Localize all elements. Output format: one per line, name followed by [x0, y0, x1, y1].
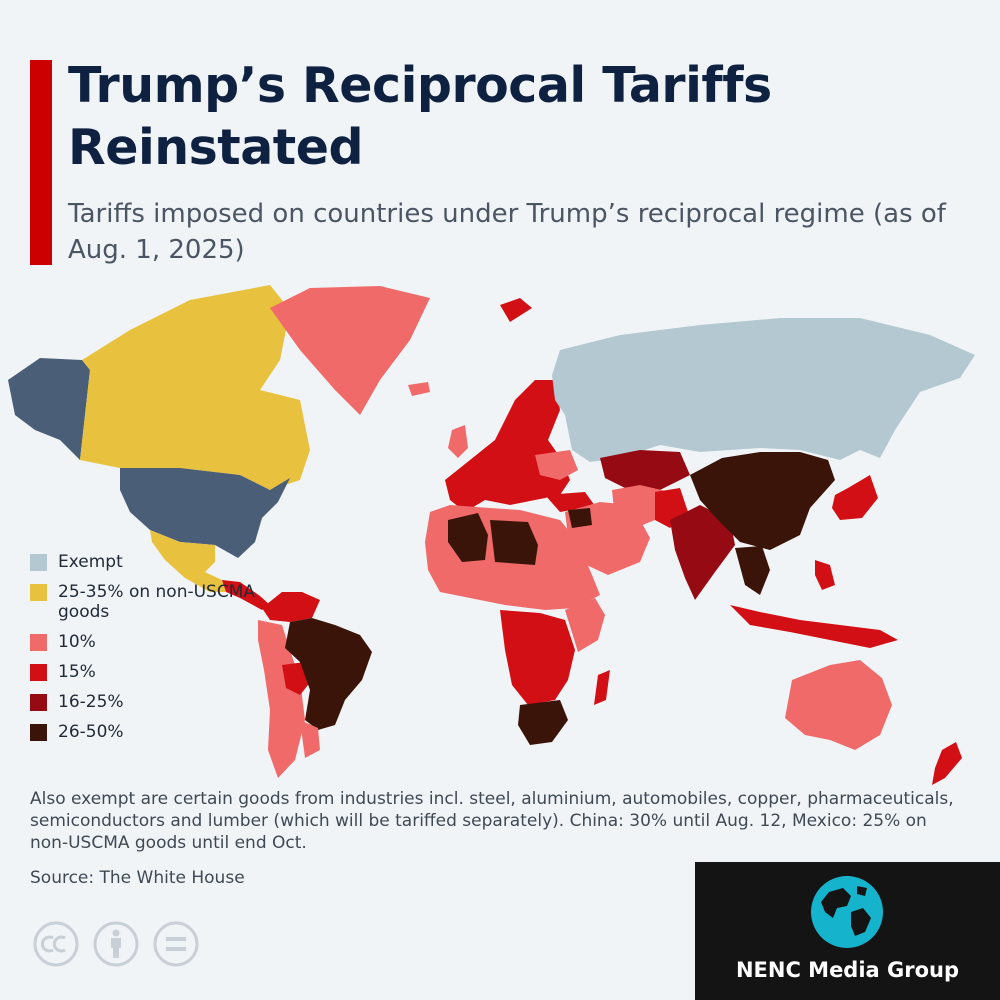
legend-swatch-10 — [30, 634, 47, 651]
license-icons — [32, 920, 202, 974]
region-syria — [568, 508, 592, 528]
region-philippines — [815, 560, 835, 590]
region-east-africa — [565, 598, 605, 652]
world-map — [8, 285, 975, 785]
legend-label: Exempt — [58, 552, 123, 572]
region-argentina — [300, 720, 320, 758]
attribution-icon — [93, 921, 139, 967]
region-australia — [785, 660, 892, 750]
region-china — [690, 452, 835, 550]
legend-swatch-exempt — [30, 554, 47, 571]
region-central-america — [222, 580, 270, 610]
region-ukraine — [535, 450, 578, 480]
region-libya — [490, 520, 538, 565]
region-southeast-asia — [735, 546, 770, 595]
region-uk — [448, 425, 468, 458]
region-india — [670, 505, 735, 600]
region-madagascar — [594, 670, 610, 705]
region-algeria — [448, 513, 488, 562]
legend-item-15: 15% — [30, 662, 250, 682]
legend-item-10: 10% — [30, 632, 250, 652]
region-south-africa — [518, 700, 568, 745]
region-canada — [80, 285, 310, 490]
page-title: Trump’s Reciprocal Tariffs Reinstated — [68, 57, 772, 176]
region-andes — [258, 620, 305, 778]
region-russia — [552, 318, 975, 462]
region-iceland — [408, 382, 430, 396]
region-indonesia — [730, 605, 898, 648]
region-central-africa — [500, 610, 575, 705]
legend-label: 15% — [58, 662, 96, 682]
legend-swatch-26-50 — [30, 724, 47, 741]
brand-banner: NENC Media Group — [695, 862, 1000, 1000]
legend-item-26-50: 26-50% — [30, 722, 250, 742]
legend-item-usmca: 25-35% on non-USCMA goods — [30, 582, 258, 622]
region-europe — [445, 380, 570, 512]
cc-icon — [33, 921, 79, 967]
source-note: Source: The White House — [30, 868, 245, 888]
page-subtitle: Tariffs imposed on countries under Trump… — [68, 199, 946, 265]
accent-bar — [30, 60, 52, 265]
region-alaska — [8, 358, 90, 460]
no-derivatives-icon — [153, 921, 199, 967]
legend-label: 25-35% on non-USCMA goods — [58, 582, 256, 622]
legend-item-16-25: 16-25% — [30, 692, 250, 712]
region-usa — [120, 468, 290, 558]
legend-swatch-usmca — [30, 584, 47, 601]
legend-label: 10% — [58, 632, 96, 652]
region-brazil — [285, 618, 372, 730]
region-colombia-venezuela — [262, 592, 320, 622]
region-central-asia — [600, 450, 690, 490]
globe-icon — [811, 876, 883, 948]
legend-label: 26-50% — [58, 722, 124, 742]
region-korea-japan — [832, 475, 878, 520]
brand-name: NENC Media Group — [735, 958, 960, 982]
legend-label: 16-25% — [58, 692, 124, 712]
region-greenland — [270, 286, 430, 415]
legend-item-exempt: Exempt — [30, 552, 250, 572]
legend-swatch-15 — [30, 664, 47, 681]
footnote: Also exempt are certain goods from indus… — [30, 789, 954, 853]
map-legend: Exempt 25-35% on non-USCMA goods 10% 15%… — [30, 552, 255, 752]
region-new-zealand — [932, 742, 962, 785]
region-svalbard — [500, 298, 532, 322]
legend-swatch-16-25 — [30, 694, 47, 711]
region-mexico — [150, 530, 226, 592]
